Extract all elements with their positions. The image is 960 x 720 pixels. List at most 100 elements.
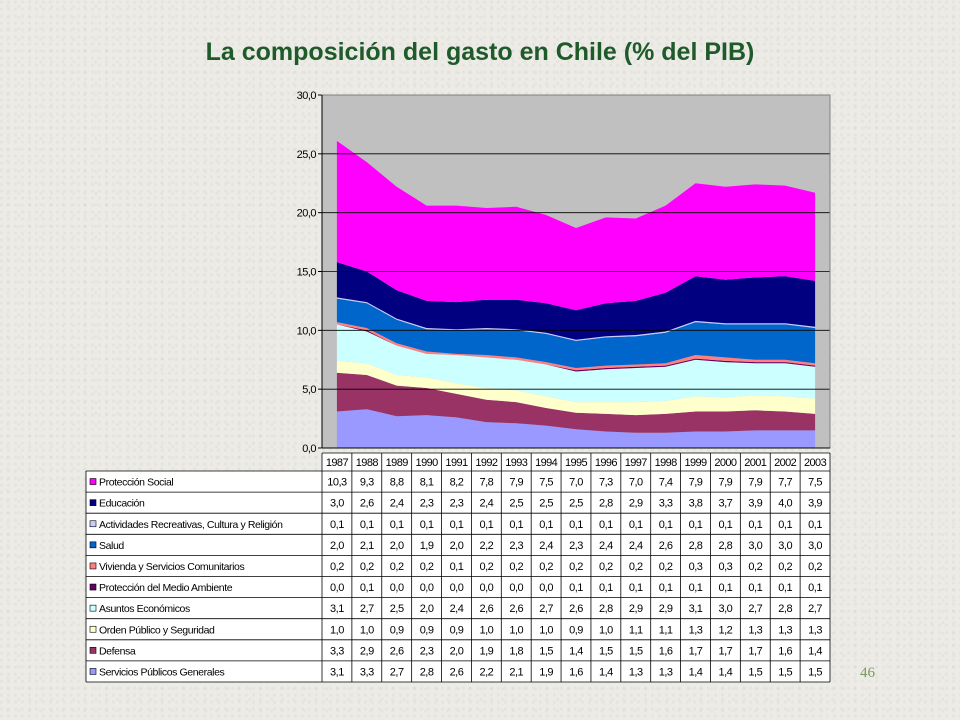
data-label: 1,9 xyxy=(539,666,553,678)
data-label: 8,1 xyxy=(420,477,434,489)
legend-swatch xyxy=(89,647,97,654)
data-label: 0,1 xyxy=(599,582,613,594)
data-label: 0,1 xyxy=(479,519,493,531)
data-label: 0,9 xyxy=(569,624,583,636)
data-label: 1,1 xyxy=(659,624,673,636)
y-tick-label: 20,0 xyxy=(297,208,317,220)
data-label: 3,3 xyxy=(330,645,344,657)
data-label: 0,2 xyxy=(599,561,613,573)
legend-label: Servicios Públicos Generales xyxy=(99,666,225,678)
data-label: 2,2 xyxy=(479,540,493,552)
legend-swatch xyxy=(89,583,97,591)
data-label: 0,2 xyxy=(479,561,493,573)
data-label: 2,9 xyxy=(659,603,673,615)
data-label: 2,6 xyxy=(479,603,493,615)
data-label: 8,2 xyxy=(450,477,464,489)
data-label: 1,6 xyxy=(569,666,583,678)
data-label: 2,8 xyxy=(778,603,792,615)
data-label: 0,2 xyxy=(420,561,434,573)
data-label: 1,1 xyxy=(629,624,643,636)
data-label: 1,0 xyxy=(509,624,523,636)
data-label: 1,3 xyxy=(659,666,673,678)
data-label: 7,9 xyxy=(509,477,523,489)
data-label: 3,3 xyxy=(360,666,374,678)
data-label: 2,3 xyxy=(420,645,434,657)
legend-swatch xyxy=(89,604,97,612)
data-label: 2,0 xyxy=(420,603,434,615)
data-label: 7,9 xyxy=(689,477,703,489)
x-tick-label: 1988 xyxy=(356,457,379,469)
table-header-bg xyxy=(322,453,830,471)
data-label: 0,9 xyxy=(450,624,464,636)
x-tick-label: 1989 xyxy=(386,457,409,469)
data-label: 3,1 xyxy=(330,603,344,615)
legend-label: Protección del Medio Ambiente xyxy=(99,582,233,594)
data-label: 0,2 xyxy=(808,561,822,573)
data-label: 0,2 xyxy=(748,561,762,573)
area-series-9 xyxy=(336,140,816,311)
data-label: 1,8 xyxy=(509,645,523,657)
legend-label: Actividades Recreativas, Cultura y Relig… xyxy=(99,519,283,531)
x-tick-label: 1991 xyxy=(445,457,468,469)
data-label: 1,7 xyxy=(689,645,703,657)
legend-swatch xyxy=(89,541,97,549)
x-tick-label: 2003 xyxy=(804,457,827,469)
data-label: 1,4 xyxy=(599,666,613,678)
legend-label: Salud xyxy=(99,540,124,552)
data-label: 2,3 xyxy=(420,498,434,510)
legend-swatch xyxy=(89,562,97,570)
data-label: 3,0 xyxy=(719,603,733,615)
data-label: 0,9 xyxy=(390,624,404,636)
data-label: 1,0 xyxy=(539,624,553,636)
legend-swatch xyxy=(89,520,97,528)
data-label: 2,5 xyxy=(539,498,553,510)
data-label: 2,1 xyxy=(360,540,374,552)
data-label: 2,7 xyxy=(808,603,822,615)
data-label: 2,2 xyxy=(479,666,493,678)
data-label: 2,8 xyxy=(599,498,613,510)
x-tick-label: 2002 xyxy=(774,457,797,469)
data-label: 3,9 xyxy=(808,498,822,510)
data-label: 0,1 xyxy=(420,519,434,531)
data-label: 0,2 xyxy=(330,561,344,573)
data-label: 0,1 xyxy=(689,519,703,531)
legend-label: Asuntos Económicos xyxy=(99,603,190,615)
data-label: 1,5 xyxy=(808,666,822,678)
data-label: 9,3 xyxy=(360,477,374,489)
x-tick-label: 1999 xyxy=(684,457,707,469)
data-label: 2,8 xyxy=(689,540,703,552)
data-label: 0,1 xyxy=(629,582,643,594)
data-label: 2,4 xyxy=(599,540,613,552)
data-label: 0,1 xyxy=(330,519,344,531)
data-label: 1,3 xyxy=(748,624,762,636)
data-label: 0,1 xyxy=(569,519,583,531)
data-label: 0,2 xyxy=(539,561,553,573)
data-label: 0,1 xyxy=(748,582,762,594)
data-label: 7,0 xyxy=(629,477,643,489)
data-label: 1,4 xyxy=(569,645,583,657)
data-label: 0,1 xyxy=(808,519,822,531)
area-series-1 xyxy=(336,372,816,433)
data-label: 2,6 xyxy=(450,666,464,678)
data-label: 3,7 xyxy=(719,498,733,510)
legend-swatch xyxy=(89,668,97,675)
x-tick-label: 1994 xyxy=(535,457,558,469)
data-label: 10,3 xyxy=(327,477,347,489)
data-label: 0,1 xyxy=(659,582,673,594)
data-label: 1,3 xyxy=(778,624,792,636)
data-label: 0,1 xyxy=(808,582,822,594)
data-label: 1,6 xyxy=(659,645,673,657)
data-label: 1,9 xyxy=(479,645,493,657)
x-tick-label: 1992 xyxy=(475,457,498,469)
data-label: 1,9 xyxy=(420,540,434,552)
data-label: 7,5 xyxy=(539,477,553,489)
data-label: 2,4 xyxy=(450,603,464,615)
data-label: 2,6 xyxy=(509,603,523,615)
data-label: 1,5 xyxy=(629,645,643,657)
data-label: 3,0 xyxy=(808,540,822,552)
page-number: 46 xyxy=(860,665,875,681)
data-label: 3,8 xyxy=(689,498,703,510)
data-label: 0,1 xyxy=(450,519,464,531)
data-label: 7,8 xyxy=(479,477,493,489)
data-label: 0,1 xyxy=(719,519,733,531)
